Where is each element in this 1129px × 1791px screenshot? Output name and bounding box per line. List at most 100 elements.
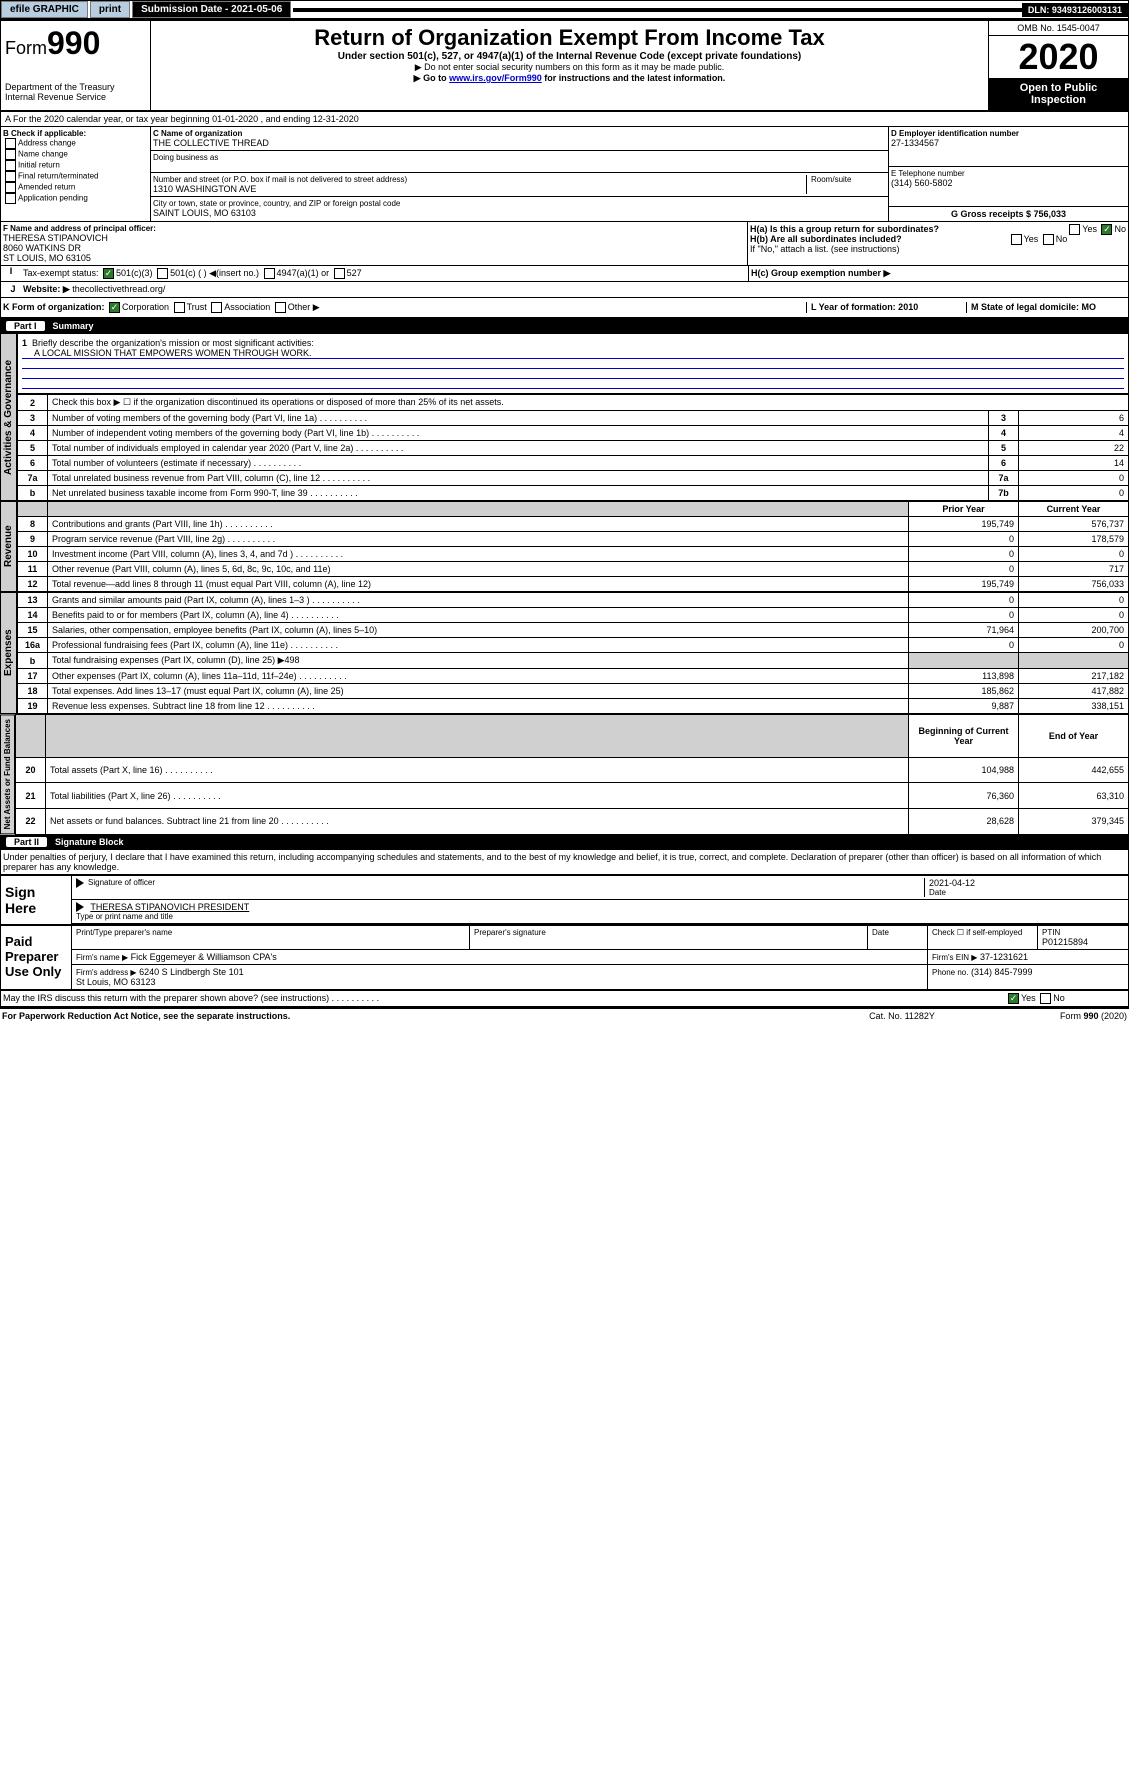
hdr-end: End of Year xyxy=(1019,715,1129,758)
dln: DLN: 93493126003131 xyxy=(1022,3,1128,17)
line15: Salaries, other compensation, employee b… xyxy=(48,623,909,638)
line16a: Professional fundraising fees (Part IX, … xyxy=(48,638,909,653)
line19: Revenue less expenses. Subtract line 18 … xyxy=(48,699,909,714)
line4: Number of independent voting members of … xyxy=(48,426,989,441)
mission-text: A LOCAL MISSION THAT EMPOWERS WOMEN THRO… xyxy=(22,348,1124,359)
boxes-bcdefg: B Check if applicable: Address change Na… xyxy=(0,127,1129,221)
submission-date: Submission Date - 2021-05-06 xyxy=(132,1,291,18)
line20: Total assets (Part X, line 16) xyxy=(46,757,909,783)
open-public: Open to Public Inspection xyxy=(989,78,1128,110)
part2-header: Part II Signature Block xyxy=(0,835,1129,849)
hdr-prior: Prior Year xyxy=(909,502,1019,517)
topbar-fill xyxy=(293,8,1022,12)
website-url: thecollectivethread.org/ xyxy=(72,284,165,295)
irs-link[interactable]: www.irs.gov/Form990 xyxy=(449,73,542,83)
section-netassets: Net Assets or Fund Balances xyxy=(0,714,15,834)
omb-number: OMB No. 1545-0047 xyxy=(989,21,1128,36)
hdr-curr: Current Year xyxy=(1019,502,1129,517)
line22: Net assets or fund balances. Subtract li… xyxy=(46,809,909,835)
boxes-deg: D Employer identification number 27-1334… xyxy=(888,127,1128,221)
sign-date-label: Date xyxy=(929,888,1124,897)
val7b: 0 xyxy=(1019,486,1129,501)
chk-501c[interactable] xyxy=(157,268,168,279)
form-footer: Form 990 (2020) xyxy=(977,1011,1127,1021)
cat-no: Cat. No. 11282Y xyxy=(827,1011,977,1021)
room-label: Room/suite xyxy=(811,175,886,184)
subtitle-2: ▶ Do not enter social security numbers o… xyxy=(155,62,984,73)
firm-addr-label: Firm's address ▶ xyxy=(76,968,137,977)
box-b-label: B Check if applicable: xyxy=(3,129,148,138)
line2: Check this box ▶ ☐ if the organization d… xyxy=(48,395,1129,411)
line17: Other expenses (Part IX, column (A), lin… xyxy=(48,669,909,684)
opt-final[interactable]: Final return/terminated xyxy=(3,171,148,182)
pra-notice: For Paperwork Reduction Act Notice, see … xyxy=(2,1011,827,1021)
box-h: H(a) Is this a group return for subordin… xyxy=(748,222,1128,265)
part1-title: Summary xyxy=(53,321,94,331)
part2-num: Part II xyxy=(6,837,47,847)
chk-trust[interactable] xyxy=(174,302,185,313)
firm-name-label: Firm's name ▶ xyxy=(76,953,128,962)
chk-4947[interactable] xyxy=(264,268,275,279)
header-left: Form990 Department of the Treasury Inter… xyxy=(1,21,151,110)
sign-here-block: Sign Here Signature of officer 2021-04-1… xyxy=(0,875,1129,926)
line5: Total number of individuals employed in … xyxy=(48,441,989,456)
efile-button[interactable]: efile GRAPHIC xyxy=(1,1,88,18)
firm-name: Fick Eggemeyer & Williamson CPA's xyxy=(131,952,277,962)
chk-assoc[interactable] xyxy=(211,302,222,313)
netassets-section: Net Assets or Fund Balances Beginning of… xyxy=(0,714,1129,834)
chk-corp[interactable]: ✓ xyxy=(109,302,120,313)
form-title: Return of Organization Exempt From Incom… xyxy=(155,25,984,51)
ptin-hdr: PTIN xyxy=(1042,928,1124,937)
arrow-icon xyxy=(76,878,84,888)
opt-amended[interactable]: Amended return xyxy=(3,182,148,193)
paid-preparer-block: Paid Preparer Use Only Print/Type prepar… xyxy=(0,925,1129,990)
sign-date: 2021-04-12 xyxy=(929,878,1124,888)
chk-other[interactable] xyxy=(275,302,286,313)
city-state: SAINT LOUIS, MO 63103 xyxy=(153,208,886,218)
self-emp-hdr: Check ☐ if self-employed xyxy=(932,928,1033,937)
phone: (314) 560-5802 xyxy=(891,178,1126,188)
form-org-label: K Form of organization: xyxy=(3,302,105,312)
org-name-label: C Name of organization xyxy=(153,129,886,138)
year-formation: L Year of formation: 2010 xyxy=(811,302,918,312)
boxes-fhi: F Name and address of principal officer:… xyxy=(0,221,1129,265)
prep-name-hdr: Print/Type preparer's name xyxy=(76,928,465,937)
line18: Total expenses. Add lines 13–17 (must eq… xyxy=(48,684,909,699)
opt-pending[interactable]: Application pending xyxy=(3,193,148,204)
line14: Benefits paid to or for members (Part IX… xyxy=(48,608,909,623)
part1-num: Part I xyxy=(6,321,45,331)
opt-initial[interactable]: Initial return xyxy=(3,160,148,171)
opt-name[interactable]: Name change xyxy=(3,149,148,160)
val5: 22 xyxy=(1019,441,1129,456)
chk-no[interactable] xyxy=(1040,993,1051,1004)
part1-body: Activities & Governance 1 Briefly descri… xyxy=(0,333,1129,501)
print-button[interactable]: print xyxy=(90,1,130,18)
tax-status-label: Tax-exempt status: xyxy=(23,268,99,278)
line1-label: Briefly describe the organization's miss… xyxy=(32,338,314,348)
box-j: J Website: ▶ thecollectivethread.org/ xyxy=(0,281,1129,298)
chk-501c3[interactable]: ✓ xyxy=(103,268,114,279)
header-mid: Return of Organization Exempt From Incom… xyxy=(151,21,988,110)
line10: Investment income (Part VIII, column (A)… xyxy=(48,547,909,562)
dba-label: Doing business as xyxy=(153,153,886,162)
line11: Other revenue (Part VIII, column (A), li… xyxy=(48,562,909,577)
phone-label: E Telephone number xyxy=(891,169,1126,178)
val4: 4 xyxy=(1019,426,1129,441)
officer-label: F Name and address of principal officer: xyxy=(3,224,745,233)
opt-address[interactable]: Address change xyxy=(3,138,148,149)
topbar: efile GRAPHIC print Submission Date - 20… xyxy=(0,0,1129,19)
val7a: 0 xyxy=(1019,471,1129,486)
dept-treasury: Department of the Treasury Internal Reve… xyxy=(5,82,146,102)
state-domicile: M State of legal domicile: MO xyxy=(971,302,1096,312)
form-number: 990 xyxy=(47,25,100,61)
sign-here-label: Sign Here xyxy=(1,876,71,925)
prep-date-hdr: Date xyxy=(872,928,923,937)
expenses-section: Expenses 13Grants and similar amounts pa… xyxy=(0,592,1129,714)
website-label: Website: ▶ xyxy=(23,284,70,295)
governance-table: 2Check this box ▶ ☐ if the organization … xyxy=(17,394,1129,501)
perjury-declaration: Under penalties of perjury, I declare th… xyxy=(0,849,1129,875)
chk-527[interactable] xyxy=(334,268,345,279)
chk-yes[interactable]: ✓ xyxy=(1008,993,1019,1004)
box-c: C Name of organization THE COLLECTIVE TH… xyxy=(151,127,888,221)
subtitle-3: ▶ Go to www.irs.gov/Form990 for instruct… xyxy=(155,73,984,84)
